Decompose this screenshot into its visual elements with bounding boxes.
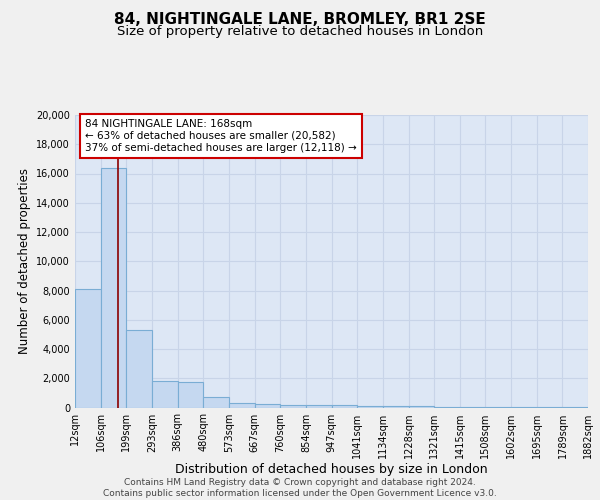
- Y-axis label: Number of detached properties: Number of detached properties: [18, 168, 31, 354]
- X-axis label: Distribution of detached houses by size in London: Distribution of detached houses by size …: [175, 464, 488, 476]
- Bar: [254, 404, 280, 407]
- Bar: [434, 406, 460, 408]
- Bar: [75, 289, 101, 408]
- Text: Contains HM Land Registry data © Crown copyright and database right 2024.
Contai: Contains HM Land Registry data © Crown c…: [103, 478, 497, 498]
- Bar: [203, 398, 229, 407]
- Text: 84, NIGHTINGALE LANE, BROMLEY, BR1 2SE: 84, NIGHTINGALE LANE, BROMLEY, BR1 2SE: [114, 12, 486, 28]
- Bar: [280, 404, 306, 407]
- Bar: [178, 382, 203, 407]
- Bar: [383, 406, 409, 408]
- Bar: [229, 403, 254, 407]
- Text: 84 NIGHTINGALE LANE: 168sqm
← 63% of detached houses are smaller (20,582)
37% of: 84 NIGHTINGALE LANE: 168sqm ← 63% of det…: [85, 120, 357, 152]
- Bar: [127, 330, 152, 407]
- Text: Size of property relative to detached houses in London: Size of property relative to detached ho…: [117, 25, 483, 38]
- Bar: [306, 404, 331, 407]
- Bar: [331, 405, 357, 407]
- Bar: [152, 381, 178, 407]
- Bar: [409, 406, 434, 408]
- Bar: [357, 406, 383, 407]
- Bar: [485, 407, 511, 408]
- Bar: [101, 168, 127, 408]
- Bar: [460, 407, 485, 408]
